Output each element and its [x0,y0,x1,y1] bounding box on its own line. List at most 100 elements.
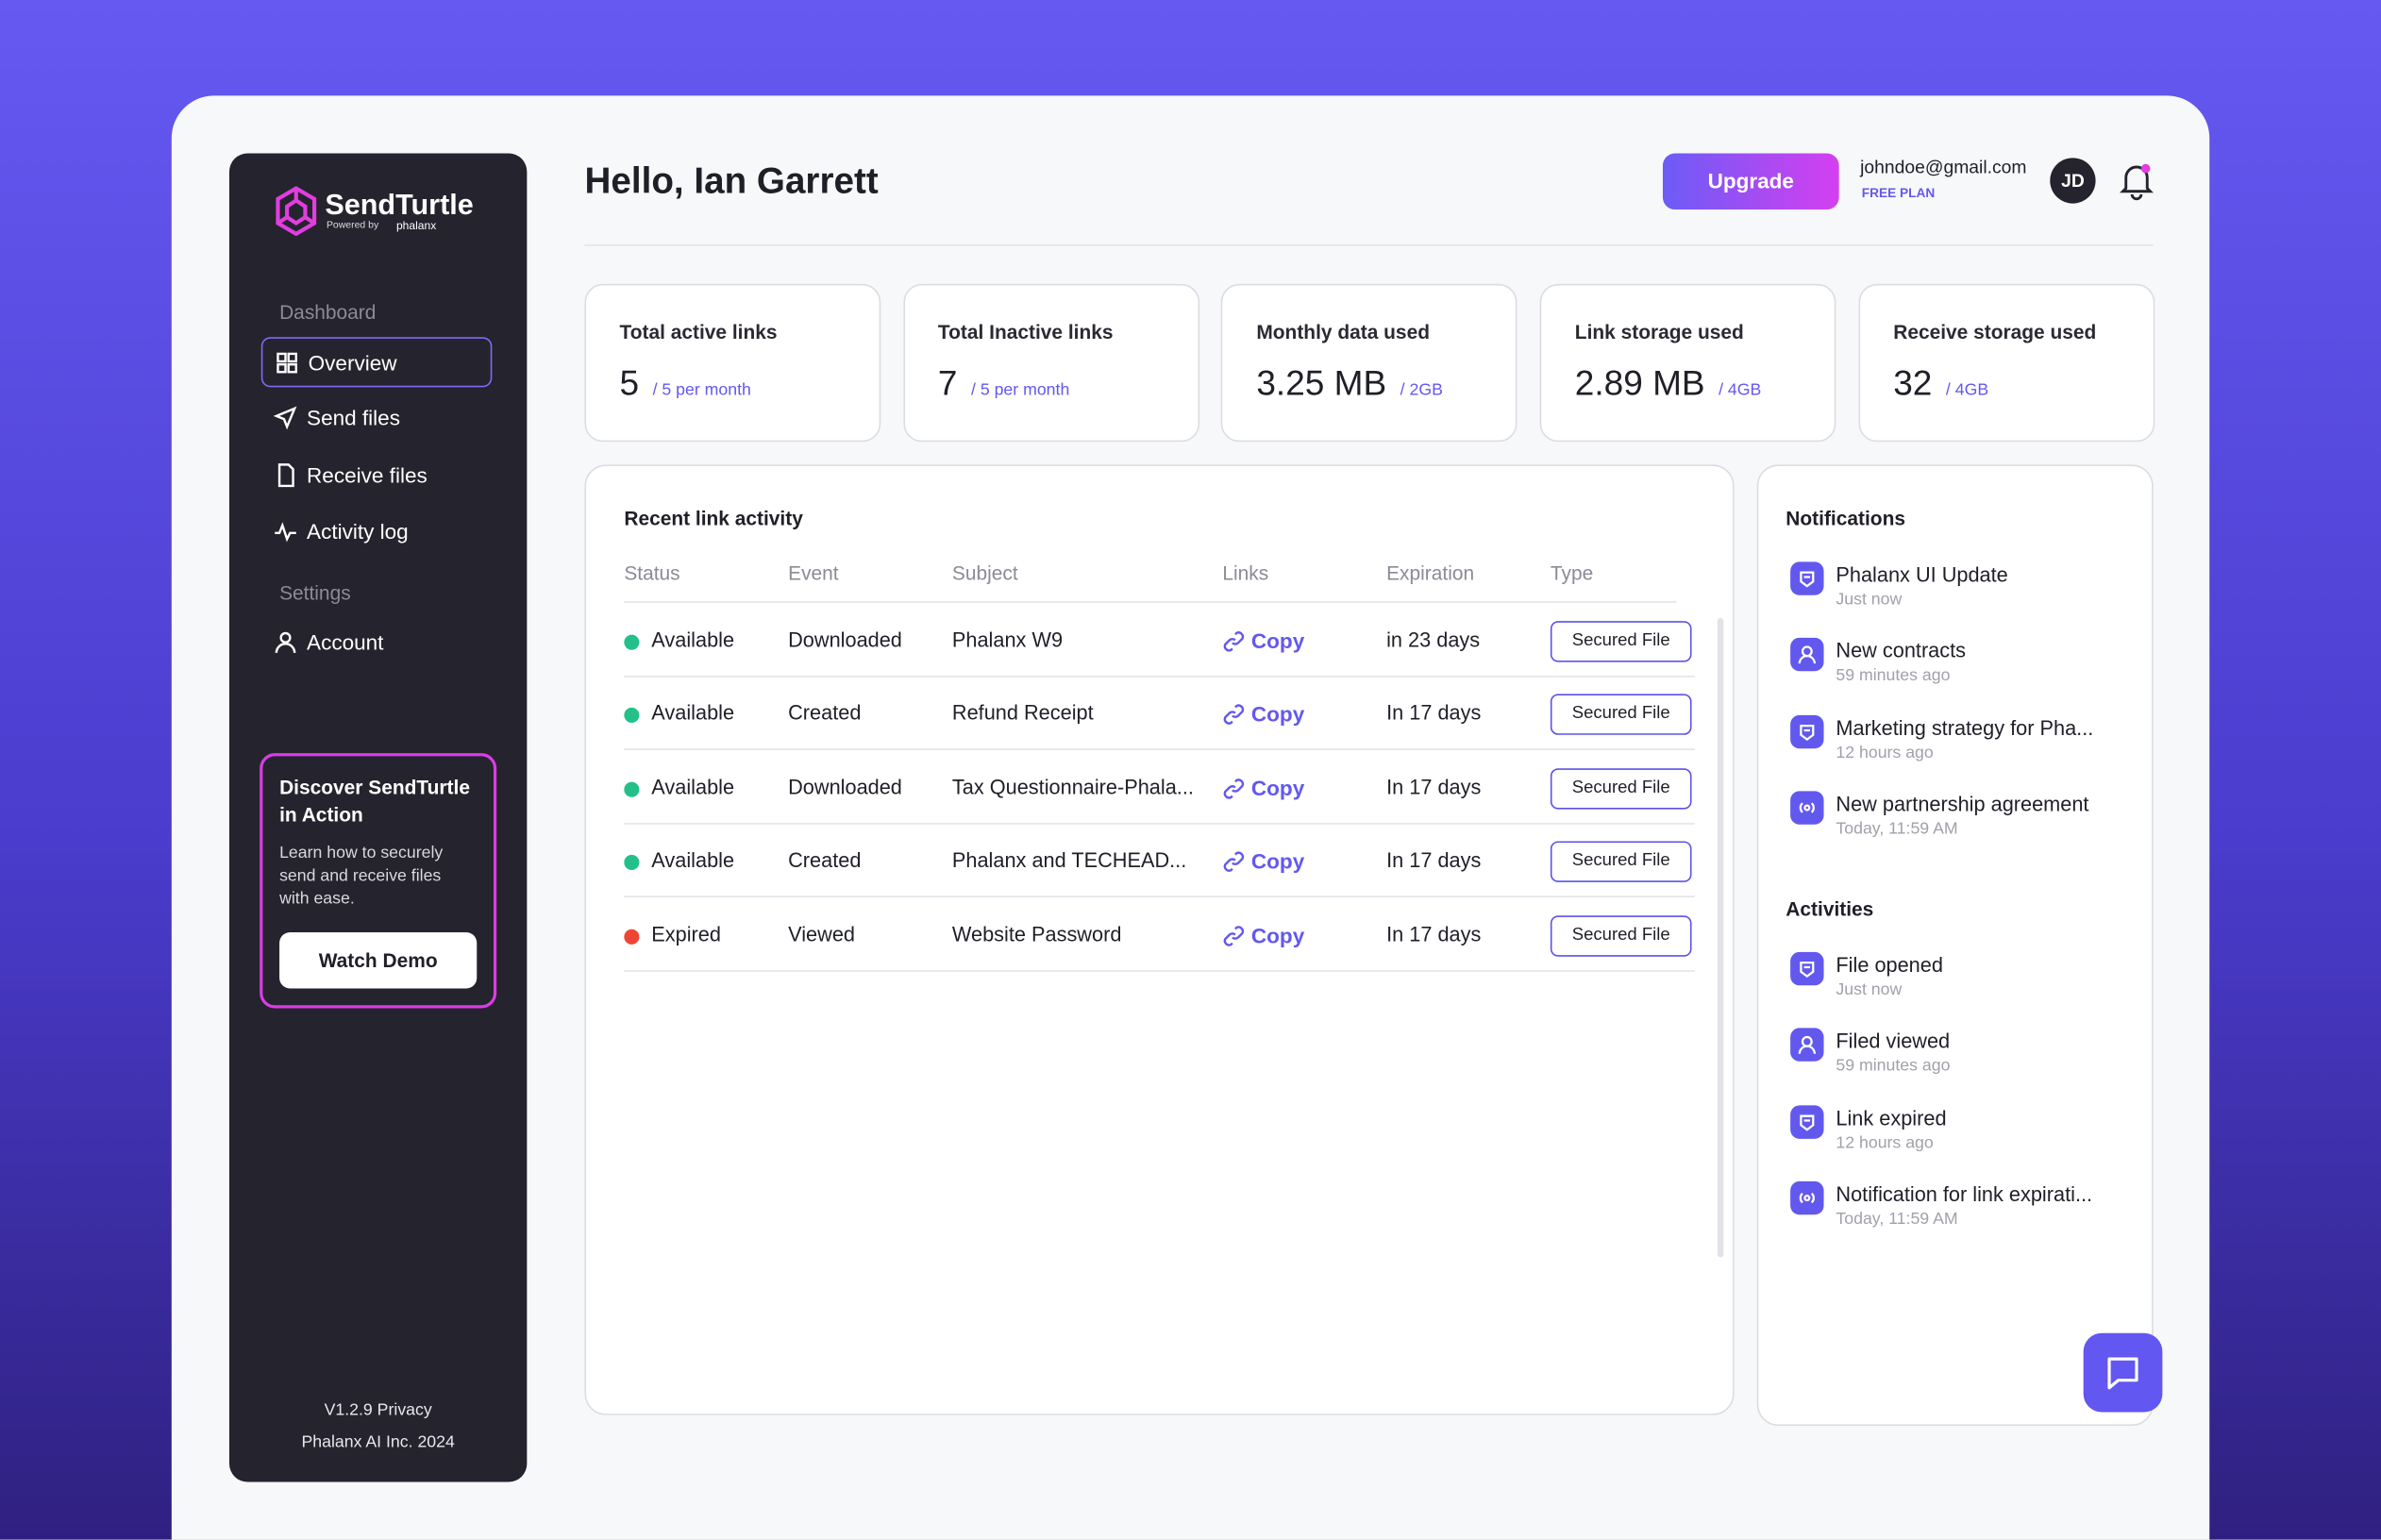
type-badge: Secured File [1550,914,1692,956]
version: V1.2.9 Privacy [324,1401,432,1420]
stat-card: Receive storage used 32 / 4GB [1858,283,2155,443]
subject: Website Password [951,922,1122,946]
feed-icon [1790,561,1824,595]
expiration: In 17 days [1386,701,1482,725]
column-header: Status [624,561,680,585]
type-badge: Secured File [1550,841,1692,882]
nav-icon [274,630,298,662]
nav-icon [274,519,298,551]
feed-time: Today, 11:59 AM [1836,1210,1958,1229]
stat-row: 5 / 5 per month [620,363,751,404]
feed-title: Marketing strategy for Pha... [1836,715,2094,739]
nav-item[interactable]: Receive files [261,450,489,497]
status-dot [624,707,640,723]
divider [584,244,2154,246]
upgrade-button[interactable]: Upgrade [1662,153,1839,210]
scrollbar[interactable] [1717,617,1724,1258]
stat-row: 2.89 MB / 4GB [1575,363,1762,404]
event: Created [788,701,862,725]
status: Expired [651,922,721,946]
activity-title: Recent link activity [624,507,803,530]
feed-title: Notification for link expirati... [1836,1182,2093,1206]
chat-button[interactable] [2083,1332,2163,1413]
watch-demo-button[interactable]: Watch Demo [279,931,478,989]
brand-partner: phalanx [395,218,437,233]
feed-time: 59 minutes ago [1836,666,1951,686]
stat-card: Link storage used 2.89 MB / 4GB [1539,283,1836,443]
nav-item[interactable]: Overview [260,337,493,388]
link-icon [1222,777,1245,807]
feed-time: Just now [1836,980,1903,999]
feed-time: Just now [1836,590,1903,610]
nav-label: Account [307,630,384,655]
stat-value: 3.25 MB [1256,362,1387,403]
copy-link[interactable]: Copy [1250,628,1305,653]
stat-label: Receive storage used [1893,320,2097,343]
plan: FREE PLAN [1861,185,1936,201]
feed-icon [1790,1180,1824,1215]
link-icon [1222,850,1245,880]
type-badge: Secured File [1550,620,1692,661]
stat-label: Link storage used [1574,320,1744,343]
nav-item[interactable]: Activity log [261,507,489,554]
status: Available [651,775,735,798]
status-dot [624,928,640,945]
row-line [624,969,1695,972]
header-line [624,601,1677,603]
column-header: Expiration [1386,561,1475,585]
nav-section-title: Settings [279,581,351,605]
stat-limit: / 5 per month [970,380,1070,400]
feed-title: Phalanx UI Update [1836,562,2008,587]
feed-time: 59 minutes ago [1836,1057,1951,1076]
nav-label: Overview [308,350,397,376]
status-dot [624,633,640,649]
column-header: Subject [951,561,1018,585]
link-icon [1222,629,1245,660]
feed-icon [1790,1104,1824,1139]
nav-item[interactable]: Send files [261,393,489,441]
activities-title: Activities [1786,896,1874,921]
copy-link[interactable]: Copy [1250,922,1305,947]
feed-time: 12 hours ago [1836,743,1934,762]
promo-card: Discover SendTurtle in Action Learn how … [260,753,497,1009]
logo-icon [276,186,317,237]
nav-item[interactable]: Account [261,618,489,665]
stat-label: Total active links [619,320,778,343]
stat-limit: / 4GB [1945,380,1989,400]
expiration: In 17 days [1386,848,1482,872]
copy-link[interactable]: Copy [1250,701,1305,727]
column-header: Links [1222,561,1269,585]
subject: Phalanx and TECHEAD... [951,848,1187,872]
column-header: Event [788,561,839,585]
nav-icon [275,351,299,383]
stat-card: Total Inactive links 7 / 5 per month [902,283,1199,443]
stat-limit: / 5 per month [652,380,751,400]
status: Available [651,701,735,725]
feed-icon [1790,1028,1824,1063]
feed-icon [1790,951,1824,986]
avatar[interactable]: JD [2050,158,2096,204]
stat-value: 2.89 MB [1574,362,1705,403]
row-line [624,822,1695,824]
status-dot [624,780,640,796]
subject: Phalanx W9 [951,628,1064,651]
copy-link[interactable]: Copy [1250,775,1305,800]
stat-label: Monthly data used [1256,320,1430,343]
copy-link[interactable]: Copy [1250,848,1305,874]
greeting: Hello, Ian Garrett [584,160,879,203]
stat-value: 7 [937,362,958,403]
feed-icon [1790,714,1824,748]
subject: Refund Receipt [951,701,1094,725]
status-dot [624,854,640,871]
stat-row: 3.25 MB / 2GB [1256,363,1443,404]
event: Created [788,848,862,872]
copyright: Phalanx AI Inc. 2024 [301,1432,455,1452]
user-email: johndoe@gmail.com [1860,156,2027,178]
promo-text: Learn how to securely send and receive f… [279,844,444,909]
row-line [624,896,1695,897]
event: Downloaded [788,775,902,798]
bell-icon[interactable] [2119,161,2155,201]
stat-limit: / 4GB [1719,380,1762,400]
nav-label: Send files [307,406,400,430]
brand-name: SendTurtle [325,190,474,222]
